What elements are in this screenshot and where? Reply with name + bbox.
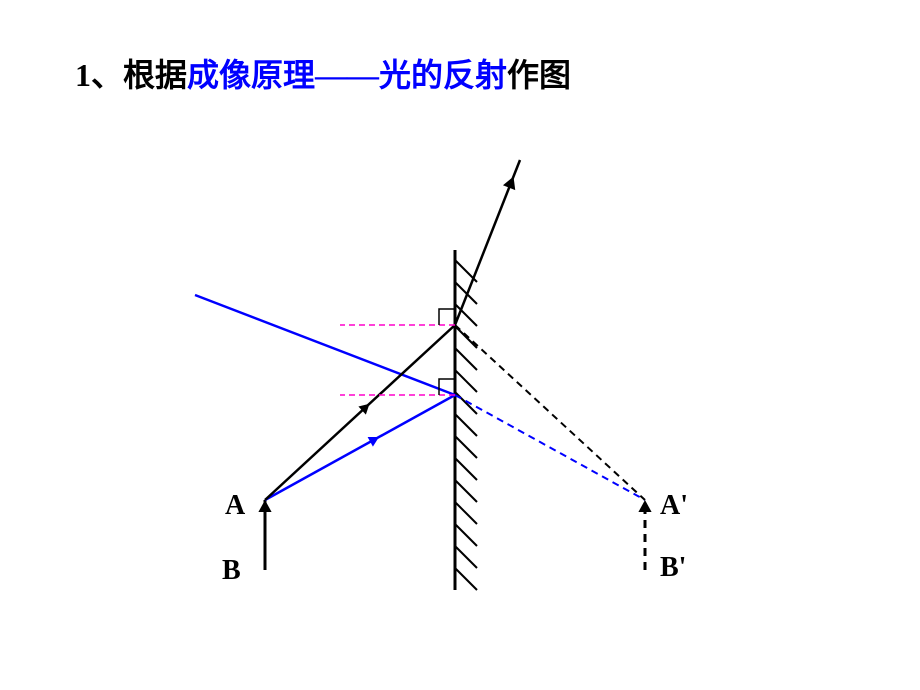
label-B-prime: B'	[660, 552, 686, 584]
label-A: A	[225, 490, 245, 522]
label-B: B	[222, 555, 241, 587]
diagram-canvas: 1、根据成像原理——光的反射作图 A B A' B'	[0, 0, 920, 690]
diagram-svg	[0, 0, 920, 690]
label-A-prime: A'	[660, 490, 688, 522]
